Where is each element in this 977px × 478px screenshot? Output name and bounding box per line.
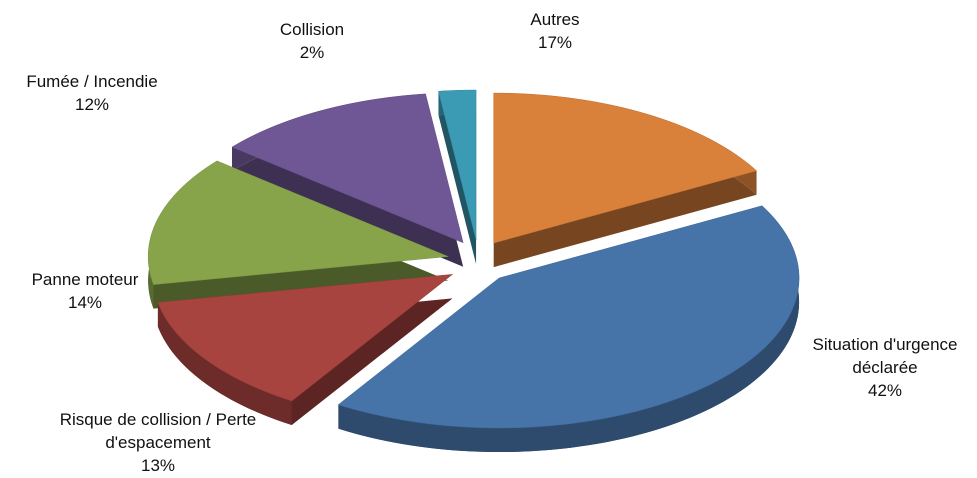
slice-label: Risque de collision / Perte d'espacement… — [48, 408, 268, 477]
slice-side — [338, 205, 800, 453]
slice-top — [438, 89, 477, 241]
slice-top — [337, 205, 800, 429]
slice-top — [231, 93, 464, 244]
category-name: Panne moteur — [31, 270, 139, 289]
value-label: 2% — [299, 43, 325, 62]
value-label: 13% — [140, 456, 176, 475]
slice-top — [147, 160, 449, 285]
slice-top — [493, 92, 758, 244]
category-name: Risque de collision / Perte d'espacement — [59, 410, 257, 452]
value-label: 12% — [74, 95, 110, 114]
slice-label: Panne moteur 14% — [5, 268, 165, 314]
slice-label: Collision 2% — [262, 18, 362, 64]
category-name: Fumée / Incendie — [26, 72, 158, 91]
slice-top — [157, 274, 454, 402]
slice-side — [157, 302, 292, 426]
value-label: 17% — [537, 33, 573, 52]
category-name: Autres — [530, 10, 580, 29]
value-label: 14% — [67, 293, 103, 312]
slice-label: Situation d'urgence déclarée 42% — [795, 333, 975, 402]
value-label: 42% — [867, 381, 903, 400]
category-name: Collision — [279, 20, 345, 39]
slice-label: Autres 17% — [495, 8, 615, 54]
category-name: Situation d'urgence déclarée — [812, 335, 958, 377]
slice-label: Fumée / Incendie 12% — [2, 70, 182, 116]
